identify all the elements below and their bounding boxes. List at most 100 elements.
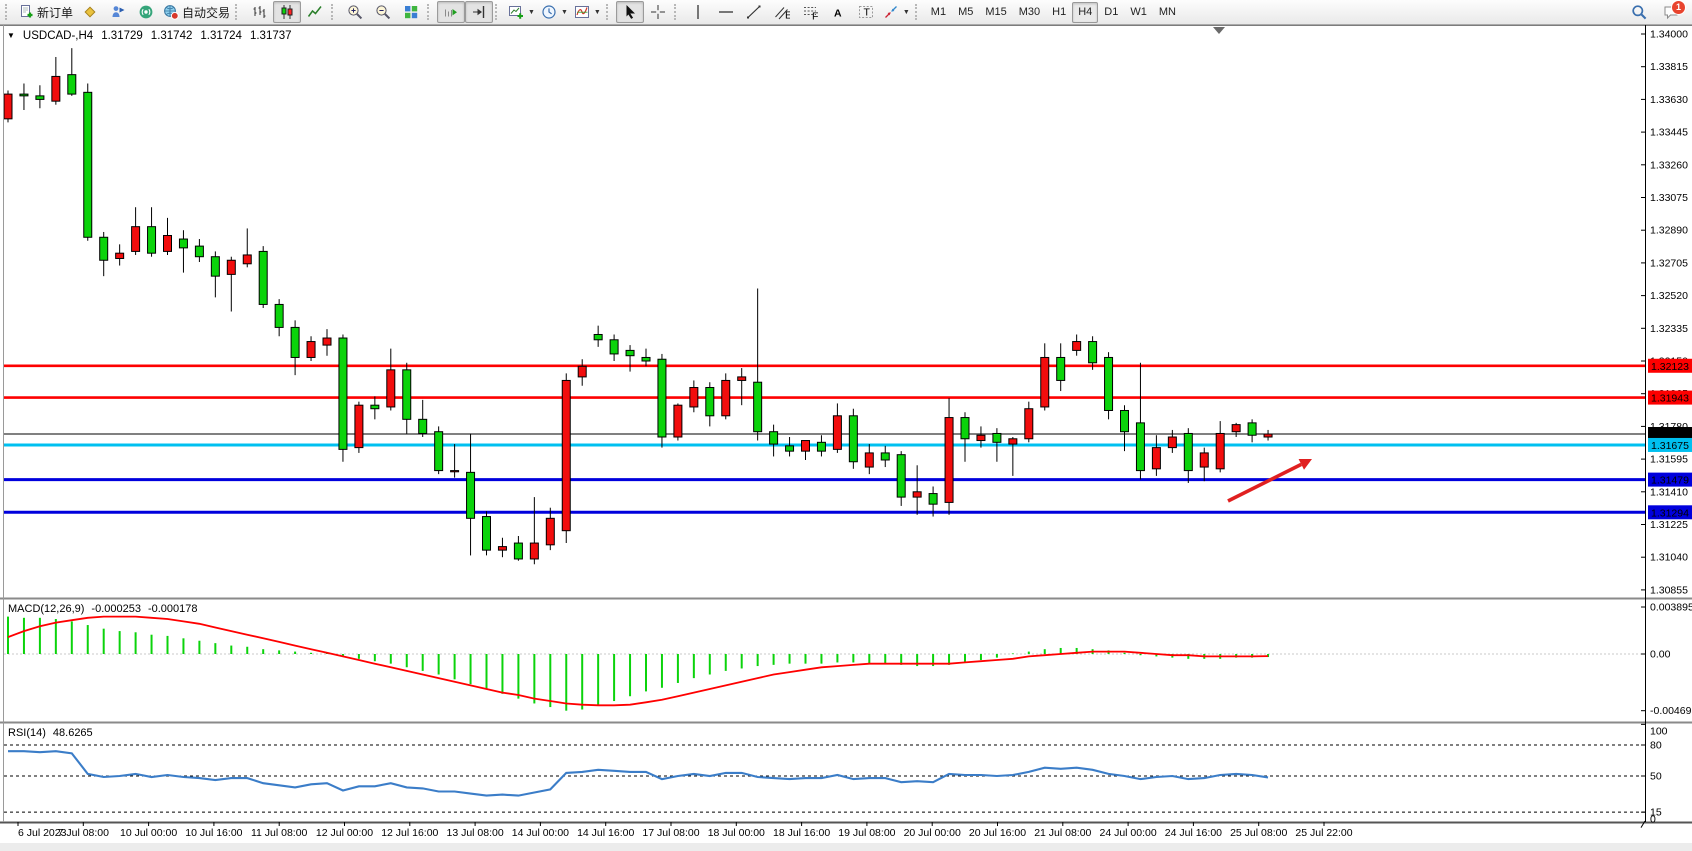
bull-candle <box>51 75 61 102</box>
timeframe-m1-button[interactable]: M1 <box>930 6 947 18</box>
cursor-icon <box>626 5 635 19</box>
hline-icon <box>718 11 733 13</box>
timeframe-w1-button[interactable]: W1 <box>1130 6 1147 18</box>
toolbar-grip <box>495 4 501 20</box>
new-chart-button[interactable]: ▼ <box>505 1 538 23</box>
tester-icon <box>112 6 125 17</box>
text-label-button[interactable]: T <box>852 1 880 23</box>
bear-candle <box>641 356 651 362</box>
chart-shift-button[interactable] <box>465 1 494 23</box>
bear-candle <box>83 91 93 238</box>
search-button[interactable] <box>1625 1 1653 23</box>
chart-shift-icon <box>473 6 485 18</box>
bottom-strip <box>0 843 1692 851</box>
chart-shift-marker[interactable] <box>1213 27 1225 34</box>
timeframe-m5-button[interactable]: M5 <box>958 6 974 18</box>
price-line-label: 1.31479 <box>1648 472 1692 487</box>
bear-candle <box>147 226 157 254</box>
svg-text:1.31479: 1.31479 <box>1651 475 1689 487</box>
time-tick-label: 20 Jul 00:00 <box>904 827 961 839</box>
signals-button[interactable] <box>132 1 160 23</box>
crosshair-button[interactable] <box>644 1 672 23</box>
price-tick-label: 1.32335 <box>1650 323 1688 335</box>
timeframe-m15-button[interactable]: M15 <box>985 6 1007 18</box>
svg-text:-0.004699: -0.004699 <box>1650 705 1692 717</box>
bar-chart-button[interactable] <box>245 1 273 23</box>
new-order-button-label: 新订单 <box>37 5 74 20</box>
time-tick-label: 6 Jul 2023 <box>18 827 67 839</box>
price-tick-label: 1.30855 <box>1650 584 1688 596</box>
bull-candle <box>1215 432 1225 470</box>
vertical-line-button[interactable] <box>684 1 712 23</box>
new-order-button[interactable]: 新订单 <box>15 1 76 23</box>
chart-canvas[interactable]: 1.34000 1.33815 1.33630 1.33445 1.33260 1.330… <box>0 25 1692 851</box>
price-tick-label: 1.33260 <box>1650 159 1688 171</box>
svg-text:1.31943: 1.31943 <box>1651 393 1689 405</box>
bull-candle <box>801 440 810 452</box>
candlestick-chart-button[interactable] <box>273 1 302 23</box>
equidistant-channel-button[interactable]: E <box>768 1 796 23</box>
zoom-out-button[interactable] <box>369 1 397 23</box>
arrow-annotation[interactable] <box>1227 459 1312 503</box>
clock-icon <box>542 5 556 19</box>
bear-candle <box>1183 432 1193 472</box>
bull-candle <box>226 259 236 275</box>
svg-text:T: T <box>863 7 870 19</box>
bear-candle <box>992 432 1002 443</box>
timeframe-mn-button[interactable]: MN <box>1158 6 1176 18</box>
text-button[interactable]: A <box>824 1 852 23</box>
templates-button[interactable]: ▼ <box>571 1 604 23</box>
cursor-button[interactable] <box>615 1 644 23</box>
auto-scroll-button[interactable] <box>437 1 466 23</box>
chat-button[interactable]: 1 <box>1657 0 1686 23</box>
dropdown-caret-icon: ▼ <box>902 8 910 16</box>
trendline-button[interactable] <box>740 1 768 23</box>
toolbar-grip <box>914 4 921 20</box>
bull-candle <box>322 337 332 346</box>
bull-candle <box>354 404 364 449</box>
time-tick-label: 24 Jul 00:00 <box>1099 827 1156 839</box>
svg-text:F: F <box>812 11 818 20</box>
svg-text:1.31294: 1.31294 <box>1651 507 1689 519</box>
svg-text:1.31675: 1.31675 <box>1651 440 1689 452</box>
bear-candle <box>99 236 109 261</box>
price-tick-label: 1.32520 <box>1650 290 1688 302</box>
svg-text:A: A <box>834 8 842 20</box>
bear-candle <box>274 303 284 328</box>
arrows-button[interactable]: ▼ <box>880 1 913 23</box>
bear-candle <box>753 381 763 433</box>
fibonacci-button[interactable]: F <box>796 1 824 23</box>
line-chart-button[interactable] <box>301 1 329 23</box>
indicators-icon <box>574 6 589 18</box>
bull-candle <box>1167 436 1177 449</box>
timeframe-d1-button[interactable]: D1 <box>1104 6 1119 18</box>
bull-candle <box>673 404 683 438</box>
bear-candle <box>178 238 188 249</box>
strategy-tester-button[interactable] <box>104 1 132 23</box>
timeframe-m30-button[interactable]: M30 <box>1018 6 1041 18</box>
price-tick-label: 1.31040 <box>1650 552 1688 564</box>
chart-collapse-icon[interactable]: ▼ <box>7 31 15 40</box>
timeframe-h1-button[interactable]: H1 <box>1052 6 1067 18</box>
bear-candle <box>657 358 667 438</box>
svg-text:0.00: 0.00 <box>1650 649 1671 661</box>
bear-candle <box>1120 409 1129 433</box>
bull-candle <box>976 434 986 442</box>
svg-text:100: 100 <box>1650 726 1668 738</box>
timeframe-h4-button[interactable]: H4 <box>1072 1 1099 23</box>
bull-candle <box>3 93 13 120</box>
zoom-in-button[interactable] <box>341 1 369 23</box>
time-tick-label: 20 Jul 16:00 <box>969 827 1026 839</box>
tile-windows-button[interactable] <box>397 1 425 23</box>
bull-candle <box>832 415 842 450</box>
auto-trading-button[interactable]: 自动交易 <box>160 1 233 23</box>
bull-candle <box>1040 356 1050 408</box>
svg-text:15: 15 <box>1650 807 1662 819</box>
bull-candle <box>306 341 316 358</box>
bear-candle <box>1088 341 1098 364</box>
macd-signal-line <box>7 615 1269 707</box>
autotrade-icon <box>164 5 179 20</box>
periods-button[interactable]: ▼ <box>538 1 571 23</box>
horizontal-line-button[interactable] <box>712 1 740 23</box>
metaeditor-button[interactable] <box>76 1 104 23</box>
